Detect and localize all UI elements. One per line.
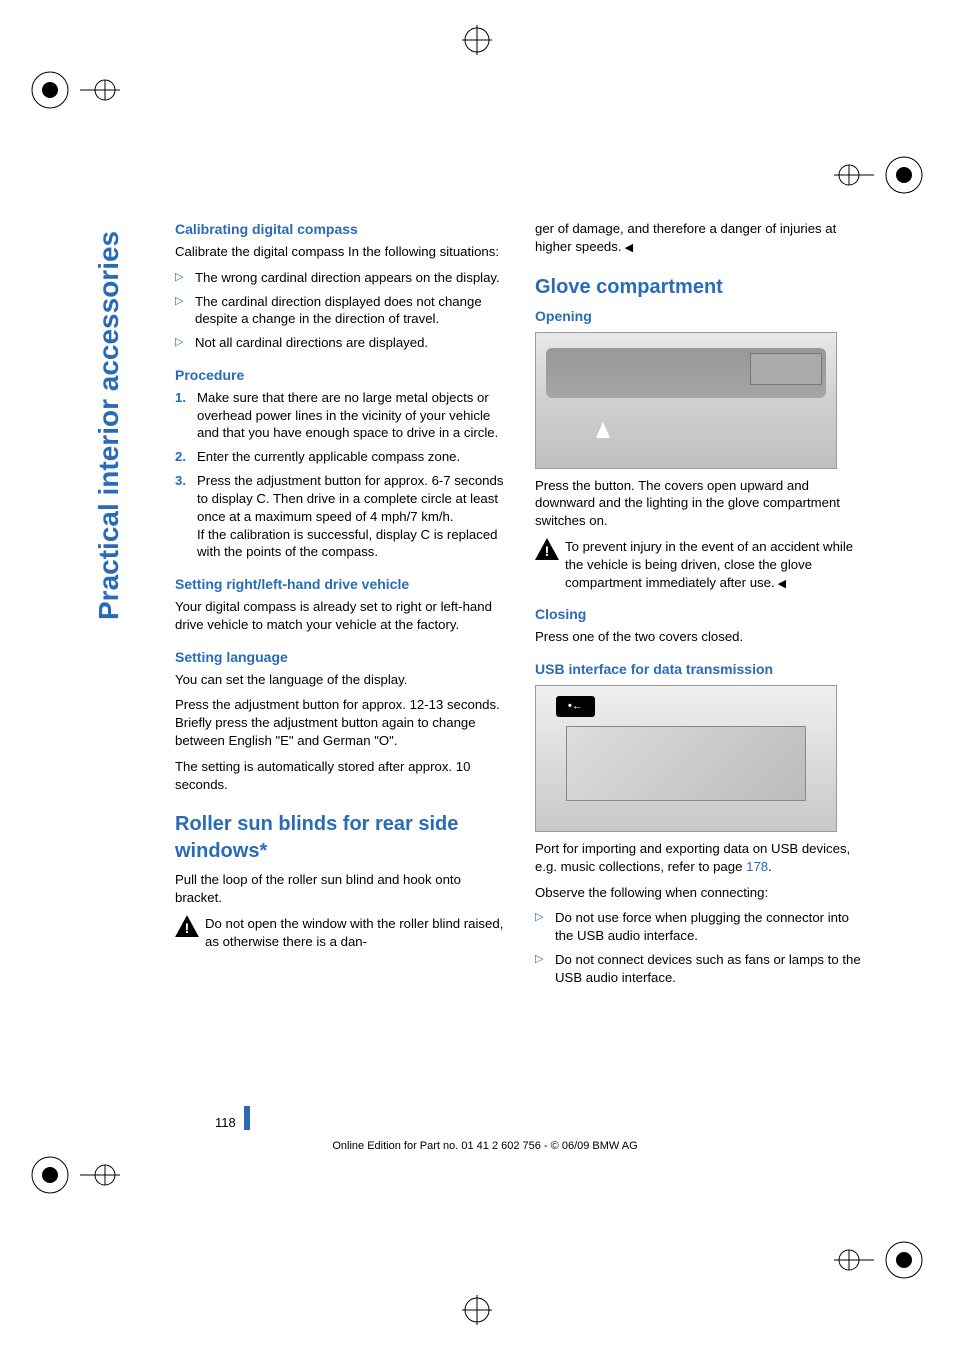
page-number: 118 — [215, 1115, 236, 1130]
two-column-layout: Calibrating digital compass Calibrate th… — [175, 220, 865, 995]
paragraph: You can set the language of the display. — [175, 671, 505, 689]
arrow-up-icon — [596, 422, 610, 438]
warning-text: Do not open the window with the roller b… — [205, 915, 505, 951]
heading-closing: Closing — [535, 605, 865, 624]
paragraph: Calibrate the digital compass In the fol… — [175, 243, 505, 261]
usb-icon: •← — [556, 696, 595, 717]
paragraph: Pull the loop of the roller sun blind an… — [175, 871, 505, 907]
warning-icon — [535, 538, 559, 560]
warning-box: Do not open the window with the roller b… — [175, 915, 505, 951]
page-number-wrap: 118 — [215, 1106, 250, 1130]
list-item: Enter the currently applicable compass z… — [175, 448, 505, 466]
paragraph: Your digital compass is already set to r… — [175, 598, 505, 634]
end-triangle-icon: ◀ — [622, 242, 634, 254]
list-item: Not all cardinal directions are displaye… — [175, 334, 505, 352]
crop-mark-icon — [20, 60, 120, 120]
page-number-bar — [244, 1106, 250, 1130]
heading-drive-setting: Setting right/left-hand drive vehicle — [175, 575, 505, 594]
text: . — [768, 859, 772, 874]
list-item: Press the adjustment button for approx. … — [175, 472, 505, 561]
list-item: Make sure that there are no large metal … — [175, 389, 505, 442]
left-column: Calibrating digital compass Calibrate th… — [175, 220, 505, 995]
heading-calibrating: Calibrating digital compass — [175, 220, 505, 239]
crop-mark-icon — [20, 1145, 120, 1205]
paragraph: Press the adjustment button for approx. … — [175, 696, 505, 749]
paragraph: Port for importing and exporting data on… — [535, 840, 865, 876]
paragraph: The setting is automatically stored afte… — [175, 758, 505, 794]
text: Port for importing and exporting data on… — [535, 841, 850, 874]
heading-glove-compartment: Glove compartment — [535, 274, 865, 301]
paragraph: Press one of the two covers closed. — [535, 628, 865, 646]
numbered-list: Make sure that there are no large metal … — [175, 389, 505, 561]
list-item: Do not connect devices such as fans or l… — [535, 951, 865, 987]
side-heading: Practical interior accessories — [93, 231, 125, 620]
heading-roller-blinds: Roller sun blinds for rear side windows* — [175, 811, 505, 865]
end-triangle-icon: ◀ — [775, 578, 787, 590]
crop-mark-icon — [457, 1290, 497, 1330]
text: ger of damage, and therefore a danger of… — [535, 221, 836, 254]
list-item: The wrong cardinal direction appears on … — [175, 269, 505, 287]
crop-mark-icon — [834, 1230, 934, 1290]
paragraph: Observe the following when connecting: — [535, 884, 865, 902]
heading-language: Setting language — [175, 648, 505, 667]
document-page: Practical interior accessories Calibrati… — [0, 0, 954, 1350]
text: To prevent injury in the event of an acc… — [565, 539, 853, 590]
warning-text: To prevent injury in the event of an acc… — [565, 538, 865, 591]
right-column: ger of damage, and therefore a danger of… — [535, 220, 865, 995]
content-area: Practical interior accessories Calibrati… — [105, 220, 865, 1120]
warning-box: To prevent injury in the event of an acc… — [535, 538, 865, 591]
paragraph: Press the button. The covers open upward… — [535, 477, 865, 530]
bullet-list: The wrong cardinal direction appears on … — [175, 269, 505, 352]
list-item: Do not use force when plugging the conne… — [535, 909, 865, 945]
heading-opening: Opening — [535, 307, 865, 326]
list-item: The cardinal direction displayed does no… — [175, 293, 505, 329]
warning-icon — [175, 915, 199, 937]
figure-usb-interface: •← — [535, 685, 837, 832]
heading-usb: USB interface for data transmission — [535, 660, 865, 679]
paragraph-continuation: ger of damage, and therefore a danger of… — [535, 220, 865, 256]
page-link[interactable]: 178 — [746, 859, 768, 874]
footer-text: Online Edition for Part no. 01 41 2 602 … — [332, 1140, 637, 1152]
bullet-list: Do not use force when plugging the conne… — [535, 909, 865, 986]
figure-glove-compartment — [535, 332, 837, 469]
heading-procedure: Procedure — [175, 366, 505, 385]
crop-mark-icon — [457, 20, 497, 60]
crop-mark-icon — [834, 145, 934, 205]
